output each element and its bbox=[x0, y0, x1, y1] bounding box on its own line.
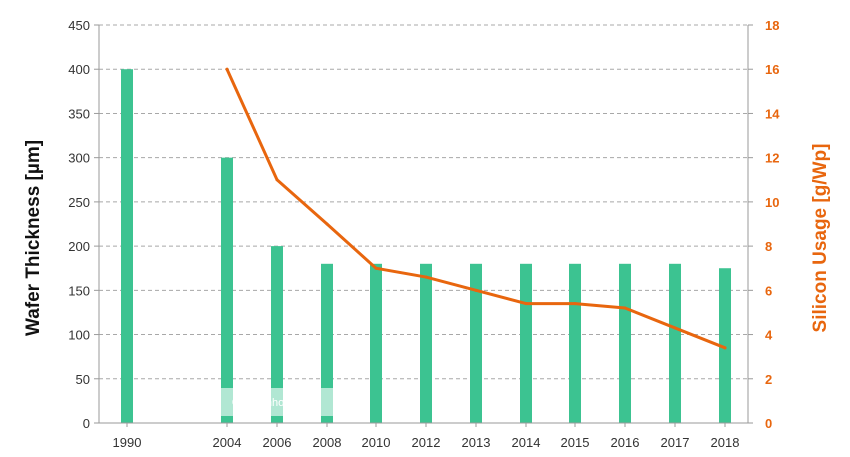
line-point bbox=[623, 306, 627, 310]
left-tick-label: 100 bbox=[68, 328, 90, 343]
bar bbox=[321, 263, 333, 423]
x-tick-label: 2015 bbox=[561, 435, 590, 450]
bar bbox=[370, 263, 382, 423]
x-tick-label: 1990 bbox=[113, 435, 142, 450]
right-tick-label: 16 bbox=[765, 62, 779, 77]
bar bbox=[619, 263, 631, 423]
line-point bbox=[275, 178, 279, 182]
right-tick-label: 12 bbox=[765, 151, 779, 166]
left-tick-label: 300 bbox=[68, 151, 90, 166]
bar bbox=[271, 246, 283, 423]
x-tick-label: 2012 bbox=[412, 435, 441, 450]
line-point bbox=[474, 288, 478, 292]
left-tick-label: 400 bbox=[68, 62, 90, 77]
left-tick-label: 250 bbox=[68, 195, 90, 210]
right-axis-title: Silicon Usage [g/Wp] bbox=[810, 144, 831, 333]
bar bbox=[420, 263, 432, 423]
axis-titles: Wafer Thickness [µm] Silicon Usage [g/Wp] bbox=[23, 140, 831, 336]
bar bbox=[121, 69, 133, 423]
left-tick-label: 0 bbox=[83, 416, 90, 431]
right-tick-label: 8 bbox=[765, 239, 772, 254]
left-tick-label: 350 bbox=[68, 106, 90, 121]
tick-labels: 0 50 100 150 200 250 300 350 400 450 0 2 4 6 8 10 12 14 16… bbox=[68, 18, 780, 450]
line-point bbox=[723, 346, 727, 350]
x-tick-label: 2010 bbox=[362, 435, 391, 450]
bar bbox=[221, 157, 233, 423]
bar bbox=[669, 263, 681, 423]
x-tick-label: 2008 bbox=[313, 435, 342, 450]
left-tick-label: 450 bbox=[68, 18, 90, 33]
left-tick-label: 50 bbox=[76, 372, 90, 387]
bar bbox=[520, 263, 532, 423]
line-point bbox=[325, 222, 329, 226]
x-tick-label: 2006 bbox=[263, 435, 292, 450]
line-series bbox=[225, 67, 727, 350]
bar bbox=[470, 263, 482, 423]
right-tick-label: 2 bbox=[765, 372, 772, 387]
axes bbox=[94, 24, 753, 427]
left-tick-label: 200 bbox=[68, 239, 90, 254]
bar bbox=[569, 263, 581, 423]
right-tick-label: 14 bbox=[765, 106, 780, 121]
x-tick-label: 2018 bbox=[711, 435, 740, 450]
watermark-group: © Fraunhofer ISE bbox=[217, 388, 333, 416]
line-point bbox=[673, 326, 677, 330]
right-tick-label: 18 bbox=[765, 18, 779, 33]
gridlines bbox=[99, 24, 748, 380]
x-tick-label: 2017 bbox=[661, 435, 690, 450]
bar bbox=[719, 268, 731, 423]
line-point bbox=[374, 266, 378, 270]
watermark-text: © Fraunhofer ISE bbox=[232, 397, 318, 409]
line-point bbox=[424, 275, 428, 279]
x-tick-label: 2004 bbox=[213, 435, 242, 450]
line-point bbox=[524, 302, 528, 306]
right-tick-label: 10 bbox=[765, 195, 779, 210]
left-axis-title: Wafer Thickness [µm] bbox=[23, 140, 44, 336]
right-tick-label: 6 bbox=[765, 283, 772, 298]
left-tick-label: 150 bbox=[68, 283, 90, 298]
x-tick-label: 2014 bbox=[512, 435, 541, 450]
x-tick-label: 2016 bbox=[611, 435, 640, 450]
right-tick-label: 4 bbox=[765, 328, 773, 343]
right-tick-label: 0 bbox=[765, 416, 772, 431]
line-point bbox=[225, 67, 229, 71]
x-tick-label: 2013 bbox=[462, 435, 491, 450]
line-point bbox=[573, 302, 577, 306]
watermark-backdrop bbox=[217, 388, 333, 416]
